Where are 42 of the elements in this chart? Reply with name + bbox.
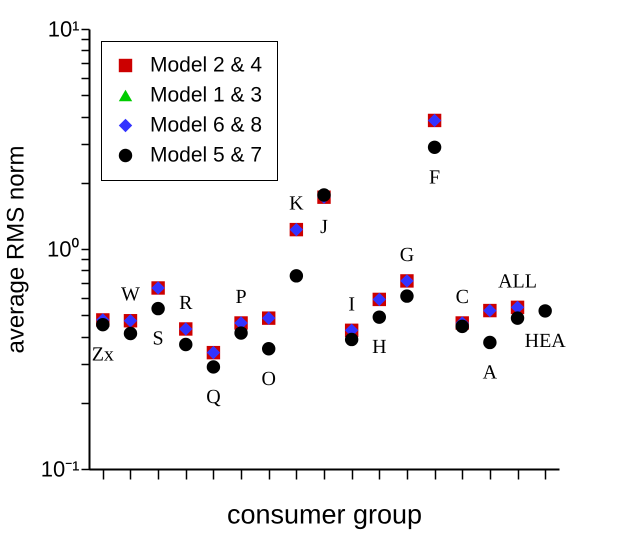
point — [400, 289, 414, 303]
x-tick-label: P — [235, 286, 247, 308]
point — [234, 326, 248, 340]
point — [206, 360, 220, 374]
x-axis-title: consumer group — [226, 499, 422, 530]
x-tick-label: H — [372, 336, 387, 358]
x-tick-label: Zx — [92, 344, 114, 366]
point — [510, 311, 524, 325]
x-tick-label: S — [152, 328, 164, 350]
point — [372, 310, 386, 324]
point — [179, 338, 192, 352]
x-tick-label: O — [261, 368, 276, 390]
y-tick-label: 10¹ — [48, 16, 80, 42]
point — [96, 318, 110, 332]
legend-label: Model 5 & 7 — [150, 144, 262, 166]
point — [262, 342, 276, 356]
x-tick-label: W — [121, 284, 140, 306]
point — [483, 336, 497, 350]
point — [428, 140, 442, 154]
x-tick-label: I — [348, 293, 355, 316]
point — [344, 332, 358, 346]
x-tick-label: J — [320, 216, 328, 238]
x-tick-label: F — [429, 166, 440, 188]
y-axis-title: average RMS norm — [2, 145, 30, 354]
x-tick-label: K — [289, 192, 304, 215]
legend-label: Model 6 & 8 — [150, 114, 262, 136]
point — [290, 269, 304, 283]
x-tick-label: R — [179, 292, 194, 314]
y-tick-label: 10⁰ — [47, 236, 80, 262]
x-tick-label: A — [482, 361, 498, 384]
x-tick-label: Q — [206, 386, 222, 408]
x-tick-label: C — [456, 286, 469, 308]
point — [124, 326, 138, 340]
y-tick-label: 10⁻¹ — [40, 456, 80, 482]
point — [538, 304, 552, 318]
point — [151, 302, 165, 316]
x-tick-label: ALL — [498, 270, 537, 292]
legend-label: Model 1 & 3 — [150, 84, 262, 106]
legend-label: Model 2 & 4 — [150, 54, 262, 76]
point — [456, 320, 469, 334]
x-tick-label: HEA — [524, 330, 566, 352]
x-tick-label: G — [400, 244, 414, 266]
